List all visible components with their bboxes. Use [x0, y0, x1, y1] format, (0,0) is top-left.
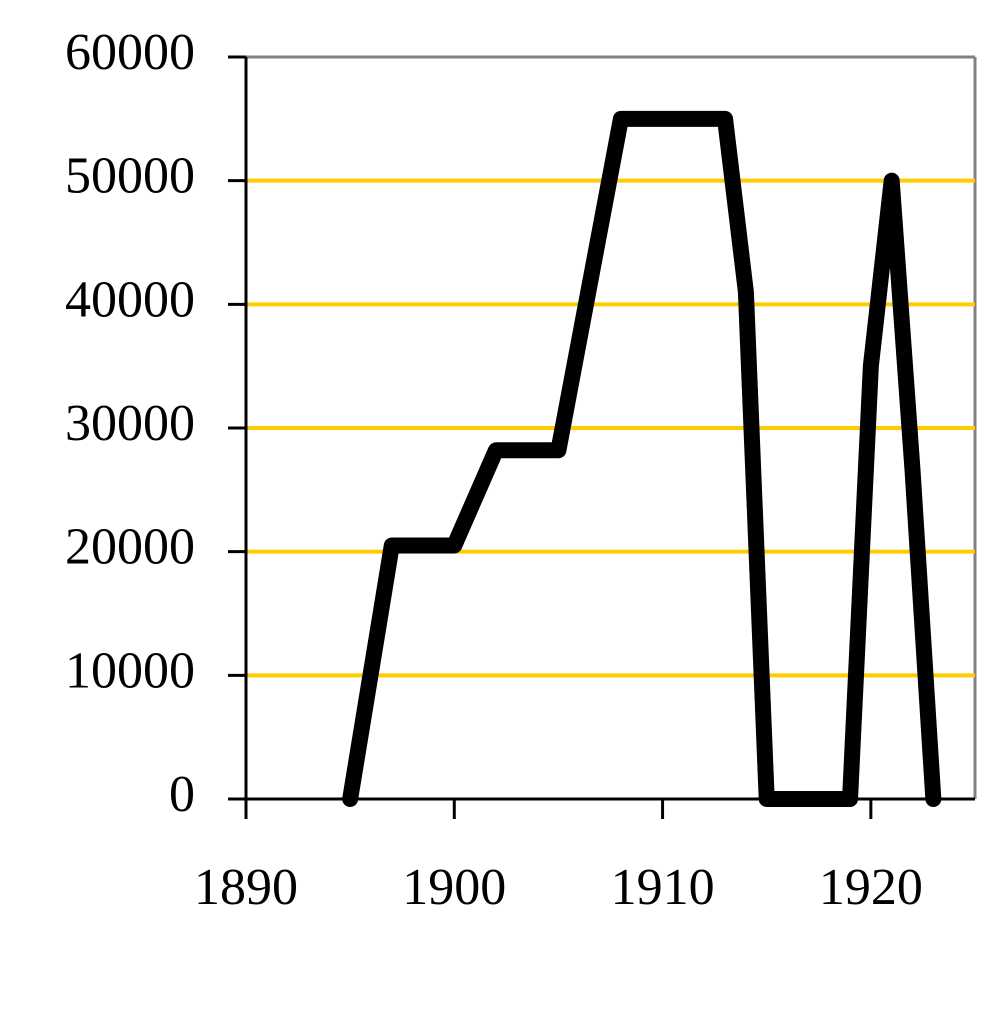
y-tick-label: 50000: [65, 148, 195, 205]
data-line: [342, 110, 942, 807]
x-tick-label: 1890: [194, 859, 298, 916]
x-tick-label: 1910: [611, 859, 715, 916]
x-tick-label: 1900: [402, 859, 506, 916]
y-tick-label: 10000: [65, 642, 195, 699]
y-tick-label: 40000: [65, 271, 195, 328]
y-tick-label: 0: [169, 766, 195, 823]
x-tick-label: 1920: [819, 859, 923, 916]
y-tick-label: 30000: [65, 395, 195, 452]
y-tick-label: 20000: [65, 519, 195, 576]
y-tick-label: 60000: [65, 24, 195, 81]
